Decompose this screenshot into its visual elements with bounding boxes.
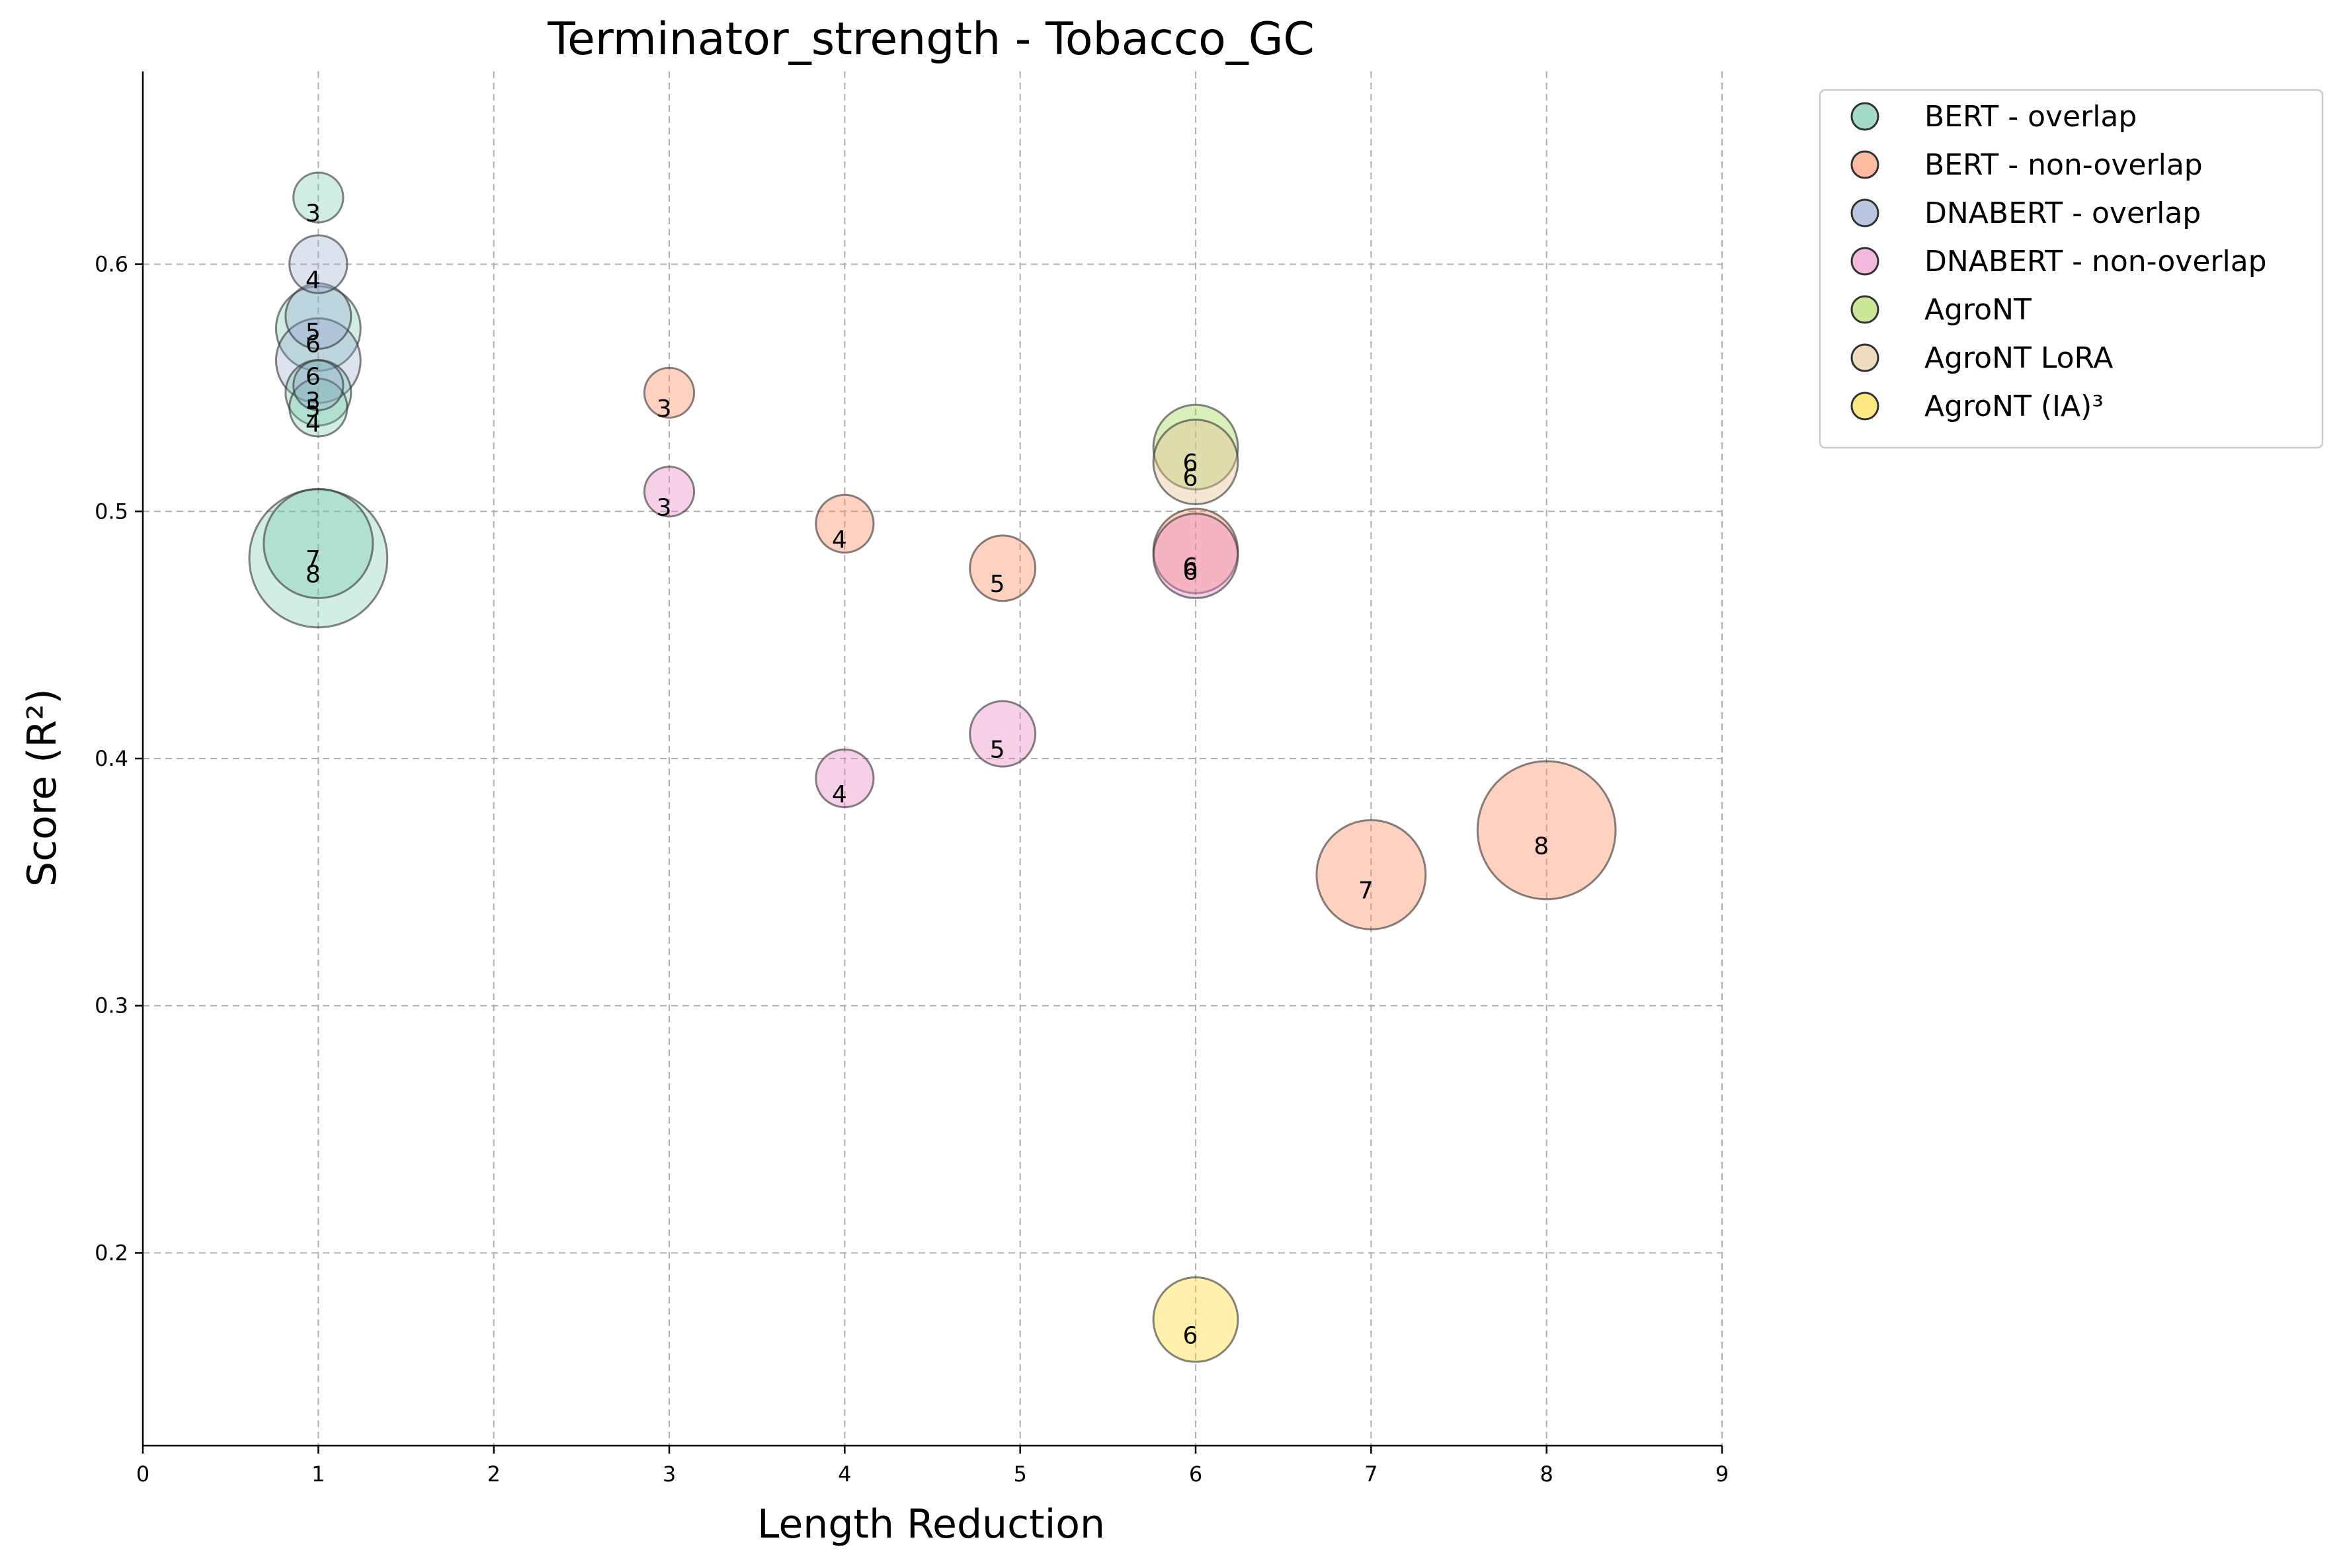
y-tick-label: 0.2: [95, 1240, 128, 1265]
x-tick-label: 7: [1364, 1462, 1378, 1487]
x-tick-label: 2: [487, 1462, 500, 1487]
x-tick-label: 6: [1189, 1462, 1202, 1487]
bubble: [1152, 513, 1239, 599]
bubble: [643, 466, 696, 518]
legend-label: BERT - non-overlap: [1924, 148, 2203, 182]
bubble: [292, 171, 345, 224]
bubble: [969, 700, 1037, 768]
bubble: [288, 234, 349, 294]
x-tick-label: 0: [136, 1462, 149, 1487]
bubble-label: 5: [306, 395, 321, 423]
bubble: [969, 534, 1037, 602]
bubble-label: 8: [1534, 833, 1549, 860]
x-axis-title: Length Reduction: [757, 1501, 1105, 1547]
y-tick-label: 0.4: [95, 746, 128, 771]
legend-marker: [1850, 150, 1879, 179]
bubble-label: 6: [1183, 465, 1198, 492]
bubble-label: 6: [1183, 554, 1198, 581]
y-axis-title: Score (R²): [19, 688, 65, 887]
bubble: [1476, 760, 1617, 901]
legend-label: AgroNT LoRA: [1924, 341, 2113, 375]
bubble: [1152, 419, 1239, 505]
x-tick-label: 8: [1540, 1462, 1553, 1487]
bubble: [263, 487, 374, 599]
bubble: [643, 366, 696, 419]
bubble-label: 5: [990, 737, 1005, 764]
legend-marker: [1850, 102, 1879, 131]
bubble-label: 6: [1183, 1322, 1198, 1349]
bubble-label: 4: [832, 781, 847, 808]
bubble: [815, 748, 875, 809]
bubble: [815, 493, 875, 554]
chart-title: Terminator_strength - Tobacco_GC: [547, 13, 1315, 65]
bubble-label: 7: [1358, 878, 1374, 905]
legend-box: [1819, 89, 2324, 449]
legend-label: BERT - overlap: [1924, 100, 2137, 134]
bubble-label: 4: [832, 526, 847, 554]
bubble-label: 3: [306, 388, 321, 415]
bubble: [1152, 1276, 1239, 1363]
legend-label: AgroNT: [1924, 293, 2032, 327]
bubble-label: 5: [306, 319, 321, 346]
bubble-label: 3: [657, 494, 672, 521]
bubble-label: 5: [990, 571, 1005, 598]
y-tick-label: 0.6: [95, 252, 128, 277]
bubble-label: 8: [306, 561, 321, 588]
bubble-label: 6: [1183, 450, 1198, 477]
bubble: [1315, 819, 1427, 930]
bubble-label: 3: [306, 200, 321, 227]
y-tick-label: 0.5: [95, 499, 128, 524]
x-tick-label: 1: [311, 1462, 325, 1487]
grid: [143, 71, 1723, 1446]
y-tick-label: 0.3: [95, 993, 128, 1018]
x-tick-label: 3: [663, 1462, 676, 1487]
bubble-label: 6: [306, 331, 321, 358]
legend-marker: [1850, 198, 1879, 227]
legend-marker: [1850, 343, 1879, 372]
x-tick-label: 5: [1013, 1462, 1026, 1487]
bubble-label: 7: [306, 546, 321, 573]
legend-marker: [1850, 392, 1879, 421]
bubble: [284, 282, 352, 351]
legend-marker: [1850, 247, 1879, 276]
legend-label: DNABERT - overlap: [1924, 196, 2201, 230]
bubble: [288, 378, 349, 438]
legend-label: AgroNT (IA)³: [1924, 390, 2104, 423]
axes: 0 1 2 3 4 5 6 7 8 90.20.30.40.50.6: [95, 71, 1729, 1487]
bubble: [292, 359, 345, 411]
bubble-label: 6: [306, 363, 321, 390]
legend-marker: [1850, 295, 1879, 324]
legend-label: DNABERT - non-overlap: [1924, 245, 2267, 278]
bubble: [274, 285, 362, 372]
legend: BERT - overlap BERT - non-overlap DNABERT …: [1819, 89, 2324, 449]
bubble-label: 4: [306, 410, 321, 437]
x-tick-label: 4: [838, 1462, 851, 1487]
bubble-label: 3: [657, 395, 672, 423]
x-tick-label: 9: [1715, 1462, 1729, 1487]
bubble-label: 4: [306, 267, 321, 294]
bubble-label: 6: [1183, 559, 1198, 586]
